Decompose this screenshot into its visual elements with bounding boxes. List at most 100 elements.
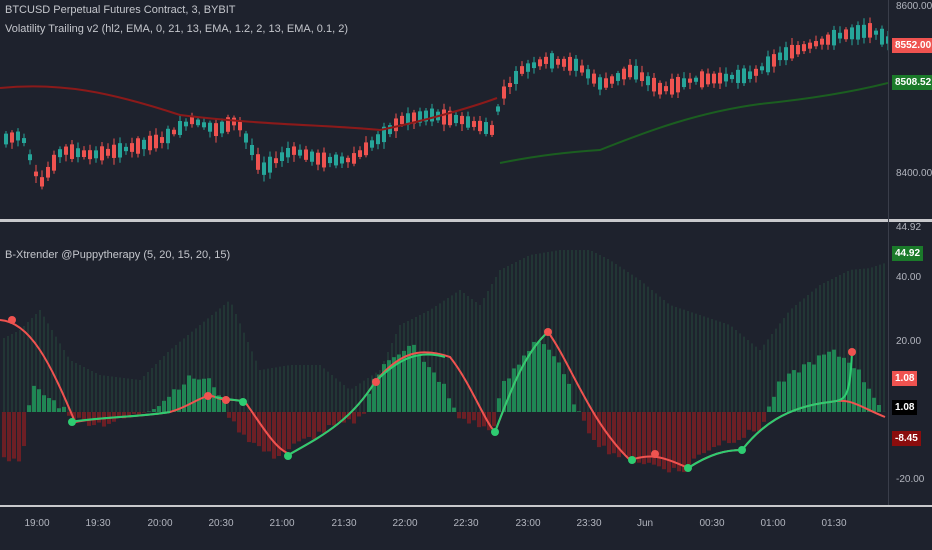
candle-body — [556, 58, 560, 65]
histogram-bar — [697, 412, 701, 455]
candle-body — [100, 146, 104, 161]
signal-dot — [544, 328, 552, 336]
oscillator-pane[interactable]: B-Xtrender @Puppytherapy (5, 20, 15, 20,… — [0, 222, 932, 505]
candle-body — [832, 29, 836, 46]
histogram-bar — [472, 412, 476, 421]
trail-value-tag: 8508.52 — [892, 75, 932, 90]
histogram-bar — [412, 344, 416, 412]
histogram-bar — [262, 412, 266, 452]
candle-body — [802, 44, 806, 52]
histogram-bar — [62, 406, 66, 412]
histogram-bar — [252, 412, 256, 443]
histogram-bar — [122, 412, 126, 419]
histogram-bar — [547, 349, 551, 412]
candle-body — [784, 47, 788, 61]
candle-body — [166, 128, 170, 144]
candle-body — [130, 143, 134, 152]
histogram-bar — [702, 412, 706, 454]
candle-body — [334, 154, 338, 166]
candle-body — [70, 144, 74, 159]
candle-body — [190, 115, 194, 125]
candle-body — [328, 156, 332, 164]
histogram-bar — [687, 412, 691, 465]
time-axis[interactable]: 19:00 19:30 20:00 20:30 21:00 21:30 22:00 22:30… — [0, 507, 888, 550]
histogram-bar — [717, 412, 721, 446]
histogram-bar — [287, 412, 291, 450]
histogram-bar — [277, 412, 281, 457]
candle-body — [658, 82, 662, 95]
histogram-bar — [362, 412, 366, 414]
histogram-bar — [462, 412, 466, 419]
histogram-bar — [652, 412, 656, 465]
price-pane[interactable]: BTCUSD Perpetual Futures Contract, 3, BY… — [0, 0, 932, 220]
candle-body — [346, 157, 350, 163]
histogram-bar — [502, 380, 506, 412]
time-label: 20:30 — [208, 518, 234, 529]
histogram-bar — [192, 378, 196, 412]
candle-body — [262, 162, 266, 175]
oscillator-legend[interactable]: B-Xtrender @Puppytherapy (5, 20, 15, 20,… — [5, 249, 231, 261]
histogram-bar — [577, 411, 581, 412]
price-chart[interactable] — [0, 0, 888, 220]
histogram-bar — [12, 412, 16, 459]
histogram-bar — [467, 412, 471, 424]
candle-body — [478, 120, 482, 132]
histogram-bar — [747, 412, 751, 430]
indicator-legend[interactable]: Volatility Trailing v2 (hl2, EMA, 0, 21,… — [5, 23, 348, 35]
time-label: 19:00 — [24, 518, 50, 529]
signal-dot — [222, 396, 230, 404]
histogram-bar — [82, 412, 86, 420]
histogram-bar — [357, 412, 361, 417]
histogram-bar — [442, 383, 446, 412]
candle-body — [460, 115, 464, 125]
osc-value-tag-black: 1.08 — [892, 400, 918, 415]
candle-body — [646, 76, 650, 86]
candle-body — [196, 119, 200, 126]
histogram-bar — [817, 355, 821, 412]
candle-body — [424, 110, 428, 122]
candle-body — [10, 132, 14, 143]
pane-divider[interactable] — [0, 219, 932, 222]
osc-value-tag-green: 44.92 — [892, 246, 924, 261]
histogram-bar — [787, 373, 791, 412]
candle-body — [754, 68, 758, 76]
candle-body — [574, 58, 578, 71]
candle-body — [580, 65, 584, 73]
histogram-bar — [762, 412, 766, 422]
time-label: 21:30 — [331, 518, 357, 529]
histogram-bar — [342, 412, 346, 423]
candle-body — [682, 78, 686, 88]
candle-body — [742, 68, 746, 84]
candle-body — [148, 135, 152, 151]
candle-body — [52, 154, 56, 171]
histogram-bar — [202, 378, 206, 412]
candle-body — [250, 145, 254, 155]
histogram-bar — [567, 383, 571, 412]
candle-body — [64, 146, 68, 155]
candle-body — [4, 133, 8, 145]
candle-body — [772, 54, 776, 67]
symbol-legend[interactable]: BTCUSD Perpetual Futures Contract, 3, BY… — [5, 4, 236, 16]
histogram-bar — [542, 344, 546, 412]
histogram-bar — [327, 412, 331, 426]
histogram-bar — [292, 412, 296, 444]
candle-body — [520, 66, 524, 74]
candle-body — [592, 73, 596, 84]
signal-dot — [204, 392, 212, 400]
candle-body — [502, 86, 506, 99]
osc-tick-top: 44.92 — [896, 222, 922, 233]
candle-body — [226, 117, 230, 132]
axis-tick-8400: 8400.00 — [896, 168, 932, 179]
candle-body — [154, 134, 158, 149]
signal-dot — [68, 418, 76, 426]
price-axis[interactable] — [888, 0, 932, 505]
histogram-bar — [732, 412, 736, 443]
oscillator-chart[interactable] — [0, 222, 888, 505]
histogram-bar — [267, 412, 271, 452]
candle-body — [310, 151, 314, 162]
histogram-bar — [47, 398, 51, 412]
histogram-bar — [707, 412, 711, 451]
time-label: 01:00 — [760, 518, 786, 529]
candle-body — [628, 64, 632, 78]
histogram-bar — [852, 368, 856, 412]
